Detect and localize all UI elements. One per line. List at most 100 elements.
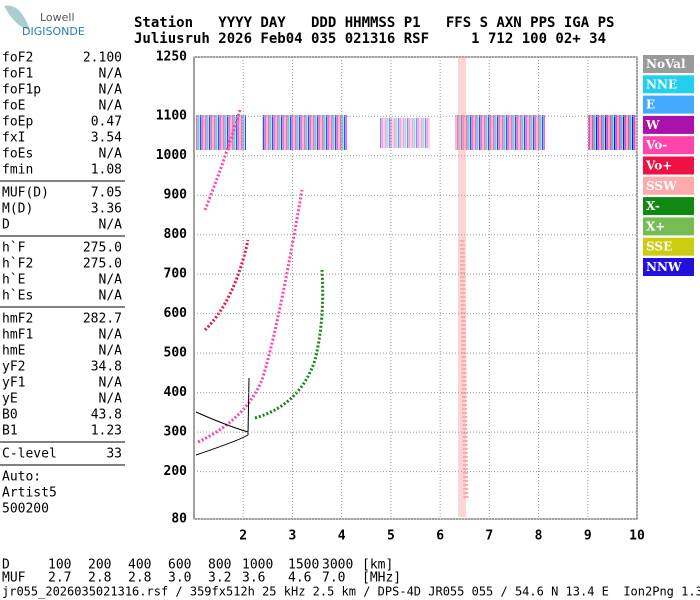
footer-cell: 3.0 (168, 571, 191, 586)
legend-swatch (643, 95, 694, 114)
footer-cell: 3.2 (208, 571, 231, 586)
third-trace (203, 109, 242, 211)
legend-label: W (645, 118, 660, 132)
legend-swatch (643, 136, 694, 155)
auto-line: Auto: (2, 470, 41, 485)
param-value: N/A (99, 376, 123, 391)
logo-mark (4, 5, 30, 30)
footer-cell: [MHz] (362, 571, 401, 586)
param-name: yF2 (2, 360, 25, 375)
param-value: N/A (99, 67, 123, 82)
param-name: D (2, 218, 10, 233)
y-tick-label: 80 (171, 512, 187, 527)
legend-swatch (643, 75, 694, 94)
param-name: foE (2, 99, 25, 114)
echo-band (380, 118, 430, 148)
legend-label: Vo+ (645, 159, 672, 173)
echo-band (196, 115, 246, 150)
legend-label: X+ (646, 219, 665, 233)
param-value: N/A (99, 99, 123, 114)
legend-label: SSW (646, 179, 677, 193)
y-tick-label: 500 (164, 346, 188, 361)
header-line: Juliusruh 2026 Feb04 035 021316 RSF 1 71… (134, 31, 606, 47)
param-value: N/A (99, 147, 123, 162)
echo-band (262, 115, 347, 150)
legend-swatch (643, 237, 694, 256)
auto-line: Artist5 (2, 486, 57, 501)
footer-cell: 600 (168, 558, 191, 573)
param-value: N/A (99, 328, 123, 343)
y-tick-label: 1250 (156, 50, 187, 65)
footer-cell: 1500 (288, 558, 319, 573)
legend-swatch (643, 197, 694, 216)
footer-cell: 400 (128, 558, 151, 573)
param-name: fmin (2, 163, 33, 178)
param-value: 43.8 (91, 408, 122, 423)
y-tick-label: 200 (164, 464, 188, 479)
footer-cell: 2.8 (128, 571, 151, 586)
y-tick-label: 400 (164, 385, 188, 400)
param-value: N/A (99, 392, 123, 407)
footer-cell: [km] (362, 558, 393, 573)
param-value: N/A (99, 218, 123, 233)
legend-swatch (643, 176, 694, 195)
profile (195, 377, 250, 456)
legend-swatch (643, 258, 694, 276)
legend-label: NNE (646, 77, 677, 91)
param-name: hmF1 (2, 328, 33, 343)
param-value: 282.7 (83, 312, 122, 327)
legend-swatch (643, 217, 694, 236)
header-line: Station YYYY DAY DDD HHMMSS P1 FFS S AXN… (134, 15, 614, 31)
param-name: foF1 (2, 67, 33, 82)
auto-line: 500200 (2, 502, 49, 517)
param-name: B0 (2, 408, 18, 423)
footer-cell: D (2, 558, 10, 573)
echo-band (455, 115, 545, 150)
param-value: 1.08 (91, 163, 122, 178)
y-tick-label: 600 (164, 306, 188, 321)
logo: Lowell DIGISONDE (4, 5, 85, 38)
x-trace (254, 269, 325, 420)
logo-line2: DIGISONDE (22, 25, 85, 38)
param-name: M(D) (2, 202, 33, 217)
x-tick-label: 6 (436, 529, 444, 544)
legend-swatch (643, 115, 694, 134)
param-name: B1 (2, 424, 18, 439)
param-name: h`Es (2, 289, 33, 304)
param-value: N/A (99, 273, 123, 288)
param-value: 3.54 (91, 131, 122, 146)
param-name: h`F2 (2, 257, 33, 272)
interference (459, 239, 469, 501)
param-value: 2.100 (83, 51, 122, 66)
param-name: MUF(D) (2, 186, 49, 201)
param-name: foF2 (2, 51, 33, 66)
y-tick-label: 1000 (156, 148, 187, 163)
footer-cell: 3.6 (242, 571, 265, 586)
footer-cell: 2.8 (88, 571, 111, 586)
legend-swatch (643, 55, 694, 73)
param-value: 0.47 (91, 115, 122, 130)
legend-swatch (643, 156, 694, 175)
logo-line1: Lowell (40, 11, 75, 24)
param-name: yE (2, 392, 18, 407)
x-tick-label: 5 (387, 529, 395, 544)
param-value: 33 (106, 447, 122, 462)
x-tick-label: 10 (629, 529, 645, 544)
legend-label: NNW (646, 260, 682, 274)
y-tick-label: 700 (164, 267, 188, 282)
footer-cell: 100 (48, 558, 71, 573)
footer-cell: 7.0 (322, 571, 345, 586)
legend-label: NoVal (646, 57, 686, 71)
param-value: 1.23 (91, 424, 122, 439)
param-value: 3.36 (91, 202, 122, 217)
x-tick-label: 2 (239, 529, 247, 544)
param-name: foF1p (2, 83, 41, 98)
param-value: 7.05 (91, 186, 122, 201)
y-tick-label: 800 (164, 227, 188, 242)
param-value: 275.0 (83, 257, 122, 272)
echo-band (458, 57, 466, 517)
param-name: fxI (2, 131, 25, 146)
param-value: N/A (99, 344, 123, 359)
